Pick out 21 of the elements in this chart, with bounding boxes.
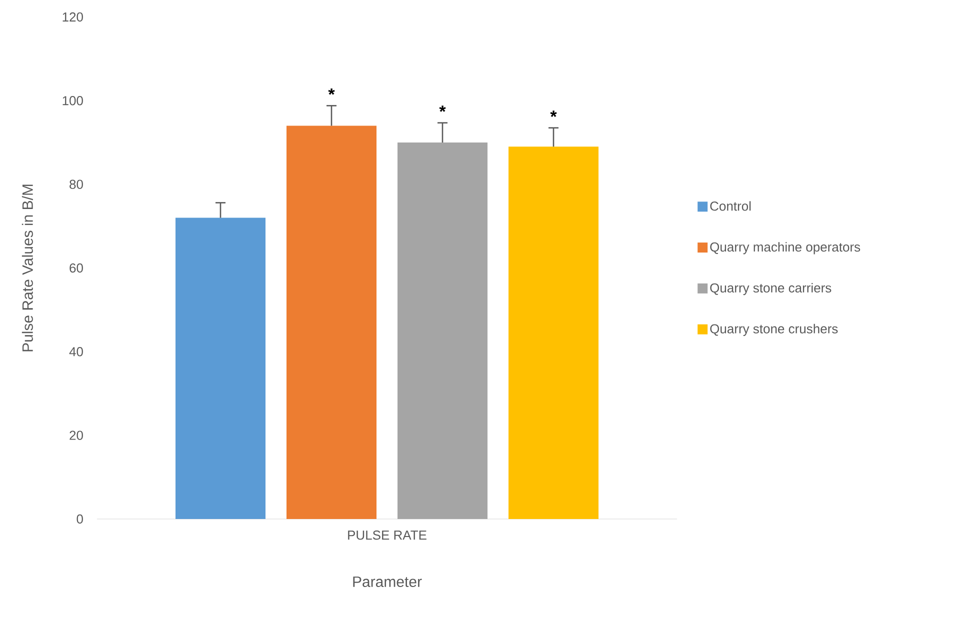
bar — [398, 142, 488, 519]
bar — [175, 218, 266, 519]
y-tick-label: 40 — [69, 347, 83, 356]
data-label: * — [328, 88, 335, 95]
data-label: * — [550, 110, 557, 117]
x-axis-title: Parameter — [353, 576, 422, 588]
x-tick-label: PULSE RATE — [348, 530, 426, 540]
y-axis-title: Pulse Rate Values in B/M — [22, 184, 33, 352]
y-tick-label: 20 — [70, 430, 83, 440]
y-tick-label: 100 — [62, 96, 83, 106]
y-tick-label: 0 — [76, 514, 83, 524]
legend-label: Control — [710, 201, 751, 211]
y-tick-label: 120 — [62, 12, 83, 22]
bar — [286, 126, 376, 519]
y-tick-label: 80 — [70, 180, 83, 189]
bar — [508, 146, 599, 519]
legend-label: Quarry stone carriers — [710, 282, 832, 296]
legend-label: Quarry machine operators — [710, 242, 860, 254]
data-label: * — [439, 106, 446, 112]
y-tick-label: 60 — [70, 263, 83, 273]
legend-label: Quarry stone crushers — [710, 324, 838, 336]
